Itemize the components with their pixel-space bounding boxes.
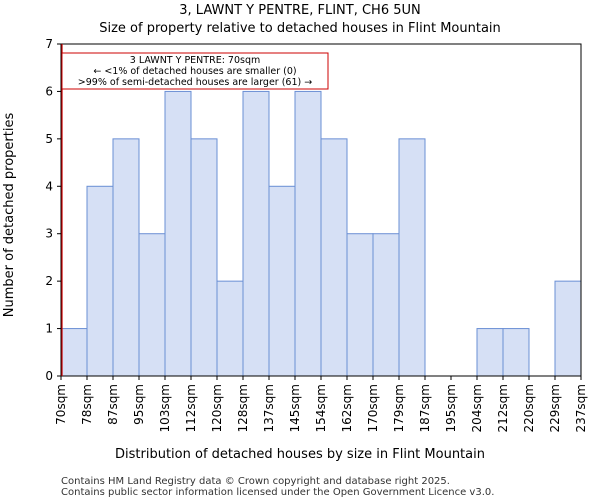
x-tick-label: 237sqm (574, 384, 588, 432)
x-tick-label: 70sqm (54, 384, 68, 425)
y-tick-label: 2 (45, 274, 53, 288)
x-tick-label: 120sqm (210, 384, 224, 432)
x-tick-label: 154sqm (314, 384, 328, 432)
bar-162sqm (346, 233, 374, 377)
x-tick-label: 212sqm (496, 384, 510, 432)
chart-title: 3, LAWNT Y PENTRE, FLINT, CH6 5UN (179, 3, 420, 18)
bar-128sqm (242, 90, 270, 377)
y-tick-label: 4 (45, 179, 53, 193)
x-axis-label: Distribution of detached houses by size … (115, 447, 485, 462)
x-tick-label: 145sqm (288, 384, 302, 432)
bar-212sqm (502, 328, 530, 377)
bar-112sqm (190, 138, 218, 377)
bar-137sqm (268, 185, 296, 377)
bar-179sqm (398, 138, 426, 377)
x-tick-label: 112sqm (184, 384, 198, 432)
annotation-frame (61, 52, 329, 90)
y-axis-label: Number of detached properties (2, 113, 17, 318)
bar-229sqm (554, 280, 582, 377)
y-ticks-group: 0 1 2 3 4 5 6 7 (45, 37, 61, 383)
bar-70sqm (60, 328, 88, 377)
plot-frame (60, 43, 582, 377)
y-tick-label: 5 (45, 132, 53, 146)
x-tick-label: 179sqm (392, 384, 406, 432)
annotation-box: 3 LAWNT Y PENTRE: 70sqm ← <1% of detache… (61, 52, 329, 90)
x-tick-label: 95sqm (132, 384, 146, 425)
x-tick-label: 220sqm (522, 384, 536, 432)
bar-78sqm (86, 185, 114, 377)
bar-170sqm (372, 233, 400, 377)
x-tick-label: 229sqm (548, 384, 562, 432)
x-tick-label: 195sqm (444, 384, 458, 432)
x-tick-label: 87sqm (106, 384, 120, 425)
y-tick-label: 6 (45, 84, 53, 98)
annotation-line-3: >99% of semi-detached houses are larger … (78, 77, 312, 88)
y-tick-label: 0 (45, 369, 53, 383)
y-tick-label: 7 (45, 37, 53, 51)
x-tick-label: 162sqm (340, 384, 354, 432)
x-tick-label: 170sqm (366, 384, 380, 432)
bar-87sqm (112, 138, 140, 377)
chart-subtitle: Size of property relative to detached ho… (99, 21, 501, 36)
x-tick-label: 187sqm (418, 384, 432, 432)
x-ticks-group: 70sqm 78sqm 87sqm 95sqm 103sqm 112sqm 120sqm 12… (54, 376, 588, 432)
y-tick-label: 3 (45, 227, 53, 241)
x-tick-label: 78sqm (80, 384, 94, 425)
x-tick-label: 204sqm (470, 384, 484, 432)
annotation-line-2: ← <1% of detached houses are smaller (0) (93, 66, 296, 77)
y-tick-label: 1 (45, 322, 53, 336)
x-tick-label: 137sqm (262, 384, 276, 432)
x-tick-label: 128sqm (236, 384, 250, 432)
bars-group (60, 90, 582, 377)
bar-145sqm (294, 90, 322, 377)
footer-line-1: Contains HM Land Registry data © Crown c… (61, 476, 450, 487)
footer-line-2: Contains public sector information licen… (61, 487, 494, 498)
bar-103sqm (164, 90, 192, 377)
annotation-line-1: 3 LAWNT Y PENTRE: 70sqm (130, 55, 261, 66)
bar-204sqm (476, 328, 504, 377)
x-tick-label: 103sqm (158, 384, 172, 432)
bar-120sqm (216, 280, 244, 377)
bar-154sqm (320, 138, 348, 377)
bar-95sqm (138, 233, 166, 377)
